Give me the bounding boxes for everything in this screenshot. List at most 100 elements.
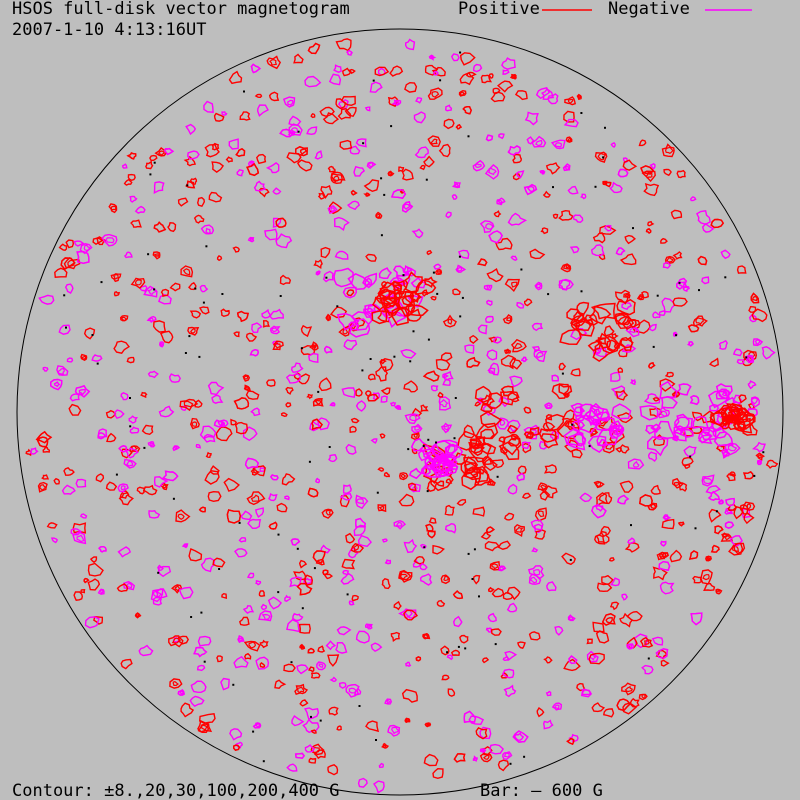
contour [488,230,503,244]
contour [377,281,401,299]
contour [171,584,183,594]
contour [540,484,547,491]
vector-dot [143,446,146,449]
vector-dot [96,362,99,365]
vector-dot [296,547,299,550]
contour [649,162,656,170]
contour [187,326,200,336]
contour [126,152,137,160]
contour [327,204,338,215]
vector-dot [297,130,300,133]
contour [468,715,485,726]
contour [350,311,373,331]
contour [129,426,140,434]
contour [747,380,757,390]
contour [246,162,260,177]
contour [282,96,296,108]
contour [479,220,495,233]
contour [427,135,441,147]
contour [662,514,672,521]
contour [611,403,632,420]
contour [638,295,644,300]
contour [113,290,121,297]
contour [501,668,515,679]
contour [480,74,493,84]
contour [700,569,713,585]
contour [64,283,74,294]
contour [562,163,571,172]
contour [533,569,541,576]
contour [246,572,255,579]
contour [394,101,400,105]
contour [629,697,640,708]
contour [554,704,560,710]
vector-dot [369,358,372,360]
title: HSOS full-disk vector magnetogram [12,0,350,19]
contour [83,577,90,584]
legend-positive: Positive [458,0,540,19]
contour [750,397,759,405]
contour [659,410,668,417]
contour [108,203,118,214]
contour [155,588,168,599]
contour [497,199,503,205]
contour [479,410,503,429]
vector-dot [580,112,583,114]
contour [703,583,716,592]
vector-dot [547,293,550,296]
vector-dot [361,369,364,372]
contour [733,505,744,520]
contour [199,425,217,440]
vector-dot [426,490,429,493]
contour [567,137,572,142]
contour [180,702,195,718]
contour [304,75,322,88]
contour [292,612,304,622]
contour [639,405,659,421]
contour [617,494,630,505]
contour [647,451,658,462]
contour [608,557,615,562]
contour [189,310,202,319]
contour [216,655,223,663]
contour [509,375,523,388]
contour [451,181,461,189]
contour [336,312,360,331]
contour [545,413,553,421]
contour [535,351,544,359]
contour [229,728,243,741]
contour [440,352,453,362]
contour [89,556,98,564]
contour [197,723,210,733]
contour [567,185,579,195]
contour [475,727,488,740]
vector-dot [425,178,428,181]
contour [379,358,394,373]
contour [314,150,323,160]
contour [380,395,389,403]
contour [736,359,745,365]
vector-dot [290,661,293,664]
contour [654,420,676,439]
contour [300,324,313,338]
vector-dot [188,335,191,338]
contour [395,521,403,527]
contour [627,319,641,331]
contour [93,615,104,625]
contour [37,481,48,493]
contour [248,641,257,649]
contour [613,424,624,431]
contour [250,468,261,476]
contour [247,518,262,530]
contour [243,640,261,652]
contour [162,484,167,489]
contour [430,138,438,145]
contour [485,223,494,230]
contour [179,690,185,695]
contour [226,509,242,524]
contour [369,81,383,93]
contour [552,213,559,219]
vector-dot [325,276,328,279]
contour [650,484,661,495]
contour [261,308,271,319]
